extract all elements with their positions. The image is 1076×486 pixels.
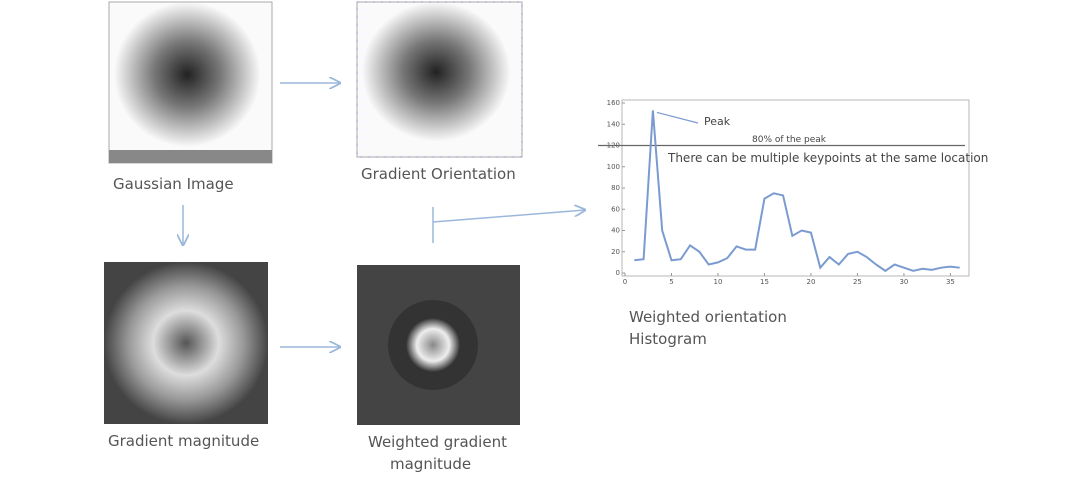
gaussian-image — [108, 1, 273, 164]
y-tick-label: 80 — [611, 184, 620, 192]
x-tick-label: 30 — [899, 278, 908, 286]
histogram-line — [634, 110, 960, 273]
gaussian-bottom — [109, 150, 272, 163]
x-tick-label: 35 — [946, 278, 955, 286]
caption: Histogram — [629, 330, 707, 348]
x-tick-label: 20 — [806, 278, 815, 286]
y-tick-label: 0 — [616, 269, 620, 277]
caption: Weighted orientation — [629, 308, 787, 326]
threshold-label: 80% of the peak — [752, 135, 827, 145]
y-tick-label: 160 — [607, 99, 620, 107]
x-tick-label: 25 — [853, 278, 862, 286]
caption: Gradient magnitude — [108, 432, 259, 450]
y-tick-label: 60 — [611, 205, 620, 213]
peak-label: Peak — [704, 115, 731, 128]
y-tick-label: 40 — [611, 227, 620, 235]
y-tick-label: 140 — [607, 120, 620, 128]
arrows — [183, 83, 585, 347]
caption: Weighted gradient — [368, 433, 507, 451]
caption: Gradient Orientation — [361, 165, 516, 183]
weighted-image — [388, 300, 478, 390]
x-tick-label: 10 — [714, 278, 723, 286]
orientation-image — [356, 1, 523, 158]
x-tick-label: 15 — [760, 278, 769, 286]
x-tick-label: 0 — [623, 278, 627, 286]
note: There can be multiple keypoints at the s… — [667, 151, 988, 165]
images — [104, 1, 523, 425]
x-tick-label: 5 — [669, 278, 673, 286]
plot-frame — [621, 99, 970, 277]
caption: magnitude — [390, 455, 471, 473]
y-tick-label: 20 — [611, 248, 620, 256]
y-tick-label: 100 — [607, 163, 620, 171]
caption: Gaussian Image — [113, 175, 234, 193]
arrow — [432, 210, 585, 223]
magnitude-image — [104, 262, 268, 424]
peak-arrow — [656, 111, 699, 124]
